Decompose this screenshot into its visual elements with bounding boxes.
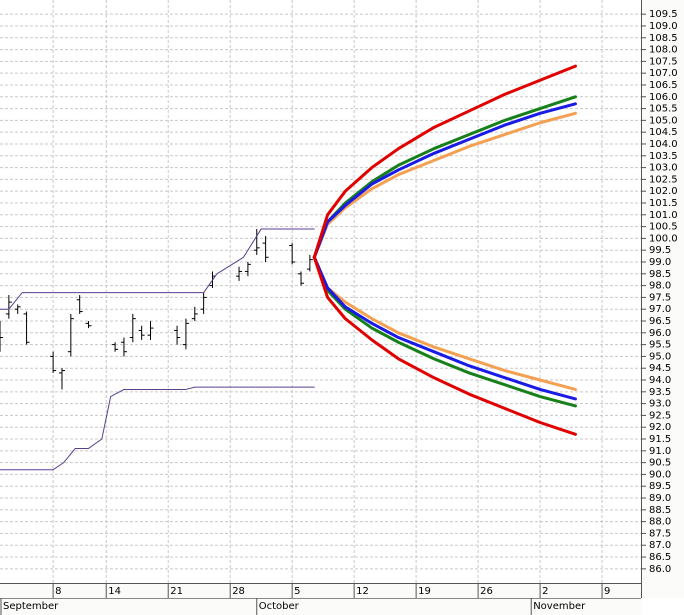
y-tick-label: 90.0: [649, 469, 671, 480]
y-tick-label: 103.5: [649, 151, 678, 162]
y-tick-label: 95.5: [649, 340, 671, 351]
x-tick-label: 8: [55, 586, 61, 597]
y-tick-label: 104.0: [649, 139, 678, 150]
y-tick-label: 91.5: [649, 434, 671, 445]
y-tick-label: 86.5: [649, 552, 671, 563]
y-tick-label: 94.0: [649, 375, 671, 386]
y-tick-label: 102.0: [649, 186, 678, 197]
x-tick-label: 21: [170, 586, 183, 597]
y-tick-label: 105.0: [649, 115, 678, 126]
line-series: [312, 255, 577, 401]
y-tick-label: 91.0: [649, 446, 671, 457]
y-tick-label: 104.5: [649, 127, 678, 138]
y-tick-label: 93.0: [649, 399, 671, 410]
x-tick-label: 19: [418, 586, 431, 597]
line-series: [312, 102, 577, 259]
line-series: [312, 111, 577, 259]
y-tick-label: 101.0: [649, 210, 678, 221]
y-tick-label: 93.5: [649, 387, 671, 398]
y-tick-label: 98.5: [649, 269, 671, 280]
y-axis-panel: [642, 0, 684, 598]
line-series: [312, 255, 577, 436]
y-tick-label: 97.0: [649, 304, 671, 315]
y-tick-label: 107.0: [649, 68, 678, 79]
y-tick-label: 92.0: [649, 422, 671, 433]
y-tick-label: 96.0: [649, 328, 671, 339]
y-tick-label: 106.5: [649, 80, 678, 91]
y-tick-label: 92.5: [649, 410, 671, 421]
axes: 86.086.587.087.588.088.589.089.590.090.5…: [0, 9, 678, 615]
x-tick-label: 12: [356, 586, 369, 597]
x-tick-label: 2: [542, 586, 548, 597]
line-series: [0, 228, 315, 310]
plot: [0, 64, 577, 471]
line-series: [0, 386, 315, 471]
y-tick-label: 96.5: [649, 316, 671, 327]
y-tick-label: 101.5: [649, 198, 678, 209]
y-tick-label: 87.0: [649, 540, 671, 551]
y-tick-label: 90.5: [649, 458, 671, 469]
y-tick-label: 88.0: [649, 517, 671, 528]
y-tick-label: 87.5: [649, 528, 671, 539]
y-tick-label: 109.5: [649, 9, 678, 20]
y-tick-label: 97.5: [649, 292, 671, 303]
line-series: [312, 64, 577, 259]
month-label: October: [259, 601, 300, 612]
month-label: November: [533, 601, 586, 612]
y-tick-label: 107.5: [649, 56, 678, 67]
y-tick-label: 99.5: [649, 245, 671, 256]
y-tick-label: 100.0: [649, 233, 678, 244]
y-tick-label: 109.0: [649, 21, 678, 32]
y-tick-label: 86.0: [649, 564, 671, 575]
y-tick-label: 103.0: [649, 163, 678, 174]
x-tick-label: 28: [232, 586, 245, 597]
y-tick-label: 100.5: [649, 222, 678, 233]
y-tick-label: 108.0: [649, 45, 678, 56]
x-tick-label: 5: [294, 586, 300, 597]
y-tick-label: 88.5: [649, 505, 671, 516]
line-series: [312, 255, 577, 408]
y-tick-label: 108.5: [649, 33, 678, 44]
y-tick-label: 95.0: [649, 351, 671, 362]
y-tick-label: 102.5: [649, 174, 678, 185]
month-label: September: [3, 601, 59, 612]
y-tick-label: 98.0: [649, 281, 671, 292]
y-tick-label: 99.0: [649, 257, 671, 268]
y-tick-label: 106.0: [649, 92, 678, 103]
y-tick-label: 105.5: [649, 104, 678, 115]
y-tick-label: 89.0: [649, 493, 671, 504]
x-tick-label: 14: [108, 586, 121, 597]
y-tick-label: 89.5: [649, 481, 671, 492]
y-tick-label: 94.5: [649, 363, 671, 374]
x-tick-label: 9: [604, 586, 610, 597]
line-series: [312, 255, 577, 391]
x-tick-label: 26: [480, 586, 493, 597]
grid: [0, 0, 641, 583]
